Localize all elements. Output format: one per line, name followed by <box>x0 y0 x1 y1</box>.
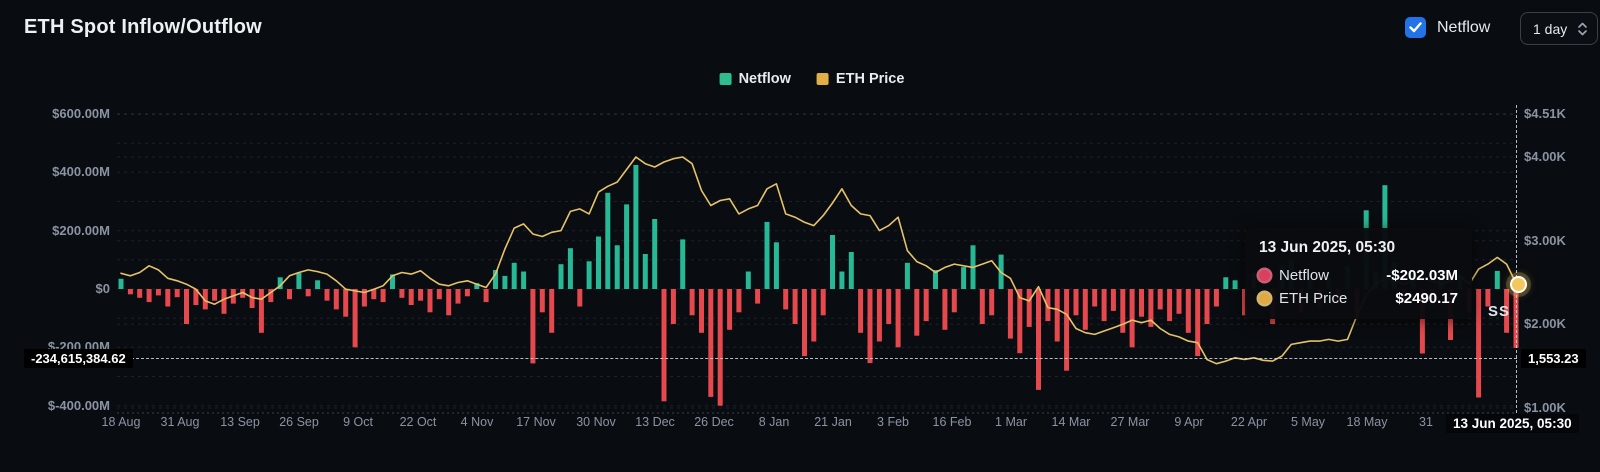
netflow-checkbox-label: Netflow <box>1437 19 1491 36</box>
y-axis-tick-right: $2.00K <box>1524 316 1566 331</box>
x-axis-tick: 3 Feb <box>877 415 909 429</box>
eth-price-swatch-icon <box>816 73 829 85</box>
y-axis-tick-left: $400.00M <box>52 164 110 179</box>
interval-select-value: 1 day <box>1533 20 1568 37</box>
x-axis-tick: 26 Sep <box>279 415 319 429</box>
x-axis-tick: 17 Nov <box>516 415 556 429</box>
x-axis-tick: 13 Dec <box>635 415 675 429</box>
tooltip-row-eth-price: ETH Price $2490.17 <box>1259 290 1458 307</box>
x-axis-tick: 31 <box>1419 415 1433 429</box>
y-axis-tick-left: $200.00M <box>52 223 110 238</box>
x-axis-tick: 26 Dec <box>694 415 734 429</box>
y-axis-tick-right: $4.51K <box>1524 106 1566 121</box>
y-axis-tick-right: $1.00K <box>1524 400 1566 415</box>
tooltip-date: 13 Jun 2025, 05:30 <box>1259 239 1396 256</box>
tooltip-row-netflow: Netflow -$202.03M <box>1259 267 1458 284</box>
y-axis-tick-left: $600.00M <box>52 106 110 121</box>
x-axis-tick: 21 Jan <box>814 415 852 429</box>
x-axis-tick: 1 Mar <box>995 415 1027 429</box>
x-axis-tick: 18 Aug <box>101 415 141 429</box>
x-axis-tick: 9 Apr <box>1174 415 1204 429</box>
price-point-marker <box>1510 276 1527 293</box>
crosshair-left-value-badge: -234,615,384.62 <box>24 349 133 368</box>
tooltip-netflow-value: -$202.03M <box>1386 267 1458 284</box>
x-axis-tick: 8 Jan <box>758 415 790 429</box>
crosshair-date-badge: 13 Jun 2025, 05:30 <box>1446 414 1579 433</box>
watermark-text: SS <box>1488 303 1511 320</box>
crosshair-vertical-line <box>1516 105 1517 413</box>
checkmark-icon <box>1409 22 1422 33</box>
chevron-up-down-icon <box>1578 22 1587 35</box>
x-axis-tick: 13 Sep <box>220 415 260 429</box>
legend-label-netflow: Netflow <box>738 71 791 87</box>
page-title: ETH Spot Inflow/Outflow <box>24 16 262 38</box>
y-axis-tick-right: $3.00K <box>1524 233 1566 248</box>
x-axis-tick: 30 Nov <box>576 415 616 429</box>
tooltip-eth-price-value: $2490.17 <box>1395 290 1458 307</box>
tooltip-netflow-label: Netflow <box>1279 267 1330 284</box>
y-axis-tick-right: $4.00K <box>1524 149 1566 164</box>
x-axis-tick: 16 Feb <box>932 415 972 429</box>
crosshair-right-value-badge: 1,553.23 <box>1521 349 1586 368</box>
tooltip-eth-price-label: ETH Price <box>1279 290 1348 307</box>
legend-item-eth-price[interactable]: ETH Price <box>816 71 905 87</box>
netflow-dot-icon <box>1259 270 1270 281</box>
x-axis-tick: 5 May <box>1290 415 1326 429</box>
y-axis-tick-left: $-400.00M <box>47 398 110 413</box>
x-axis-tick: 22 Apr <box>1230 415 1268 429</box>
crosshair-horizontal-line <box>121 358 1517 359</box>
x-axis-tick: 9 Oct <box>343 415 373 429</box>
chart-tooltip: 13 Jun 2025, 05:30 Netflow -$202.03M ETH… <box>1245 228 1472 319</box>
x-axis-tick: 14 Mar <box>1051 415 1091 429</box>
legend-item-netflow[interactable]: Netflow <box>719 71 791 87</box>
x-axis-tick: 18 May <box>1346 415 1388 429</box>
x-axis-tick: 22 Oct <box>399 415 437 429</box>
interval-select[interactable]: 1 day <box>1520 12 1598 45</box>
netflow-swatch-icon <box>719 73 732 85</box>
netflow-checkbox[interactable] <box>1405 17 1426 38</box>
x-axis-tick: 4 Nov <box>460 415 494 429</box>
legend-label-eth-price: ETH Price <box>835 71 905 87</box>
x-axis-tick: 31 Aug <box>160 415 200 429</box>
y-axis-tick-left: $0 <box>95 281 110 296</box>
x-axis-tick: 27 Mar <box>1110 415 1150 429</box>
chart-legend: Netflow ETH Price <box>719 71 905 87</box>
eth-price-dot-icon <box>1259 293 1270 304</box>
